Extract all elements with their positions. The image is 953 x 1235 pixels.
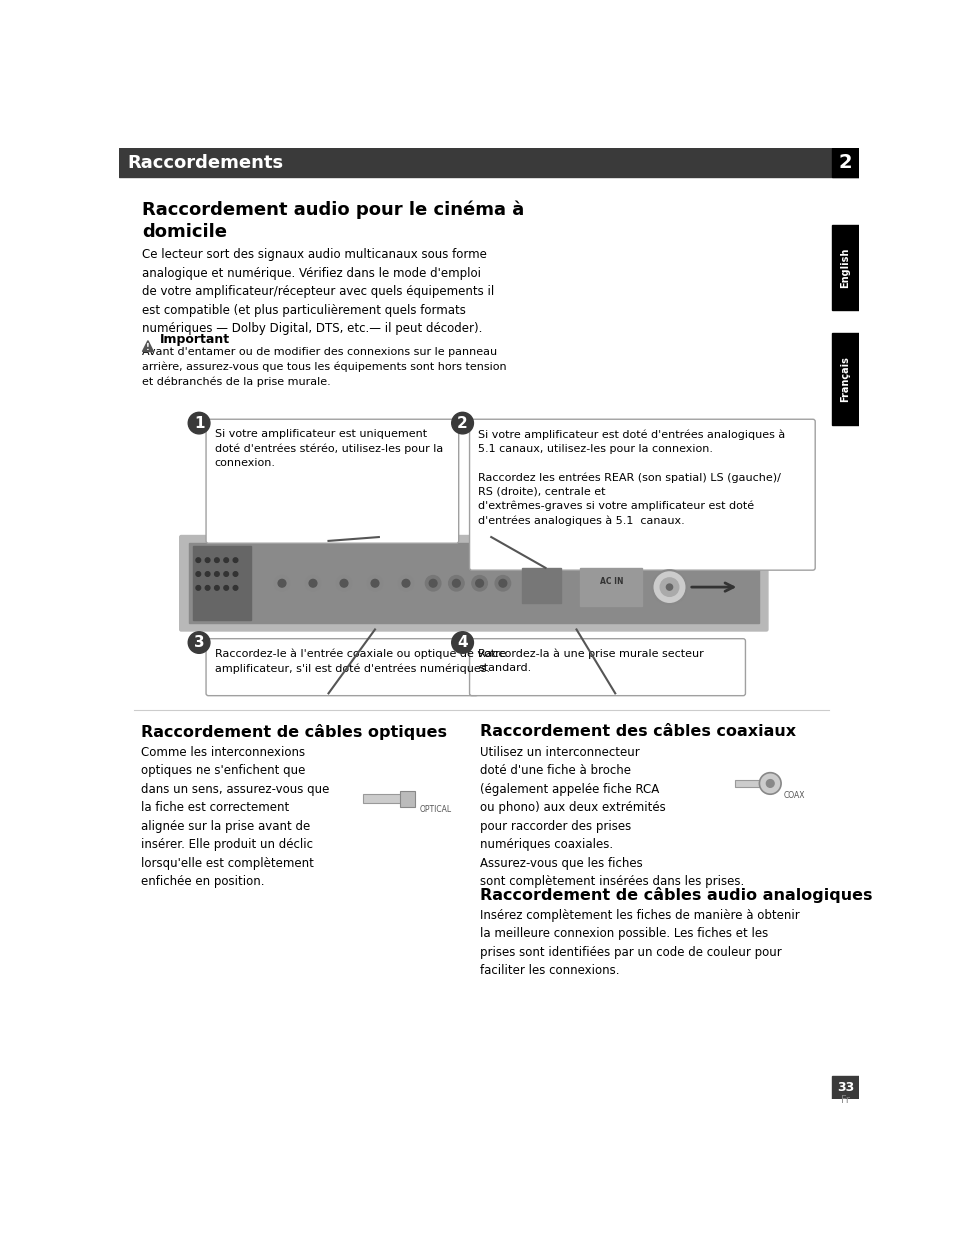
Circle shape: [367, 576, 382, 592]
Circle shape: [274, 576, 290, 592]
Text: Fr: Fr: [841, 1095, 849, 1105]
Circle shape: [402, 579, 410, 587]
Bar: [831, 225, 858, 310]
Text: Avant d'entamer ou de modifier des connexions sur le panneau
arrière, assurez-vo: Avant d'entamer ou de modifier des conne…: [142, 347, 507, 388]
Bar: [831, 148, 858, 178]
Text: 4: 4: [456, 635, 467, 650]
Circle shape: [305, 576, 320, 592]
Circle shape: [498, 579, 506, 587]
Circle shape: [233, 585, 237, 590]
Circle shape: [214, 572, 219, 577]
Circle shape: [429, 579, 436, 587]
Bar: [189, 543, 758, 624]
Text: Comme les interconnexions
optiques ne s'enfichent que
dans un sens, assurez-vous: Comme les interconnexions optiques ne s'…: [141, 746, 329, 888]
Text: Raccordements: Raccordements: [127, 154, 283, 172]
Bar: [831, 333, 858, 425]
Circle shape: [659, 578, 679, 597]
Text: Raccordement de câbles optiques: Raccordement de câbles optiques: [141, 724, 447, 740]
Circle shape: [452, 579, 459, 587]
Circle shape: [371, 579, 378, 587]
Circle shape: [214, 585, 219, 590]
Circle shape: [214, 558, 219, 562]
Circle shape: [476, 579, 483, 587]
Text: Raccordement des câbles coaxiaux: Raccordement des câbles coaxiaux: [479, 724, 795, 740]
Circle shape: [224, 585, 229, 590]
Text: 33: 33: [836, 1081, 853, 1094]
Circle shape: [666, 584, 672, 590]
FancyBboxPatch shape: [206, 419, 458, 543]
Circle shape: [195, 585, 200, 590]
Text: COAX: COAX: [782, 792, 804, 800]
Text: Utilisez un interconnecteur
doté d'une fiche à broche
(également appelée fiche R: Utilisez un interconnecteur doté d'une f…: [479, 746, 743, 888]
Circle shape: [224, 558, 229, 562]
Circle shape: [205, 572, 210, 577]
Text: Raccordement de câbles audio analogiques: Raccordement de câbles audio analogiques: [479, 888, 871, 903]
Text: 2: 2: [456, 416, 468, 431]
FancyBboxPatch shape: [179, 536, 767, 631]
Text: Ce lecteur sort des signaux audio multicanaux sous forme
analogique et numérique: Ce lecteur sort des signaux audio multic…: [142, 248, 495, 335]
Text: English: English: [840, 247, 849, 288]
Bar: [119, 148, 858, 178]
Circle shape: [278, 579, 286, 587]
Text: 3: 3: [193, 635, 204, 650]
Circle shape: [425, 576, 440, 592]
Circle shape: [759, 773, 781, 794]
FancyBboxPatch shape: [469, 419, 815, 571]
Circle shape: [335, 576, 352, 592]
FancyBboxPatch shape: [469, 638, 744, 695]
Circle shape: [195, 558, 200, 562]
Bar: [579, 568, 641, 606]
Circle shape: [224, 572, 229, 577]
Text: Important: Important: [159, 333, 230, 346]
Circle shape: [188, 412, 210, 433]
Text: !: !: [146, 343, 150, 352]
Circle shape: [309, 579, 316, 587]
FancyBboxPatch shape: [206, 638, 477, 695]
Circle shape: [397, 576, 414, 592]
Polygon shape: [142, 341, 153, 352]
Text: Insérez complètement les fiches de manière à obtenir
la meilleure connexion poss: Insérez complètement les fiches de maniè…: [479, 909, 799, 977]
Text: Raccordez-le à l'entrée coaxiale ou optique de votre
amplificateur, s'il est dot: Raccordez-le à l'entrée coaxiale ou opti…: [214, 648, 505, 674]
Circle shape: [233, 558, 237, 562]
Text: Français: Français: [840, 356, 849, 403]
Text: OPTICAL: OPTICAL: [419, 805, 452, 814]
Text: Si votre amplificateur est doté d'entrées analogiques à
5.1 canaux, utilisez-les: Si votre amplificateur est doté d'entrée…: [477, 430, 784, 526]
Circle shape: [188, 632, 210, 653]
Circle shape: [233, 572, 237, 577]
Circle shape: [765, 779, 773, 787]
Circle shape: [205, 558, 210, 562]
Bar: [831, 1076, 858, 1099]
Text: Raccordez-la à une prise murale secteur
standard.: Raccordez-la à une prise murale secteur …: [477, 648, 703, 673]
Circle shape: [452, 412, 473, 433]
Bar: [735, 779, 761, 787]
Circle shape: [205, 585, 210, 590]
Bar: [399, 792, 415, 806]
Bar: [193, 546, 251, 620]
Bar: [521, 568, 560, 603]
Text: Si votre amplificateur est uniquement
doté d'entrées stéréo, utilisez-les pour l: Si votre amplificateur est uniquement do…: [214, 430, 442, 468]
Text: Raccordement audio pour le cinéma à
domicile: Raccordement audio pour le cinéma à domi…: [142, 200, 524, 241]
Circle shape: [452, 632, 473, 653]
Bar: [363, 794, 402, 804]
Circle shape: [472, 576, 487, 592]
Circle shape: [195, 572, 200, 577]
Text: 1: 1: [193, 416, 204, 431]
Circle shape: [448, 576, 464, 592]
Circle shape: [495, 576, 510, 592]
Text: AC IN: AC IN: [599, 577, 622, 587]
Circle shape: [652, 571, 686, 604]
Text: 2: 2: [838, 153, 851, 173]
Circle shape: [340, 579, 348, 587]
